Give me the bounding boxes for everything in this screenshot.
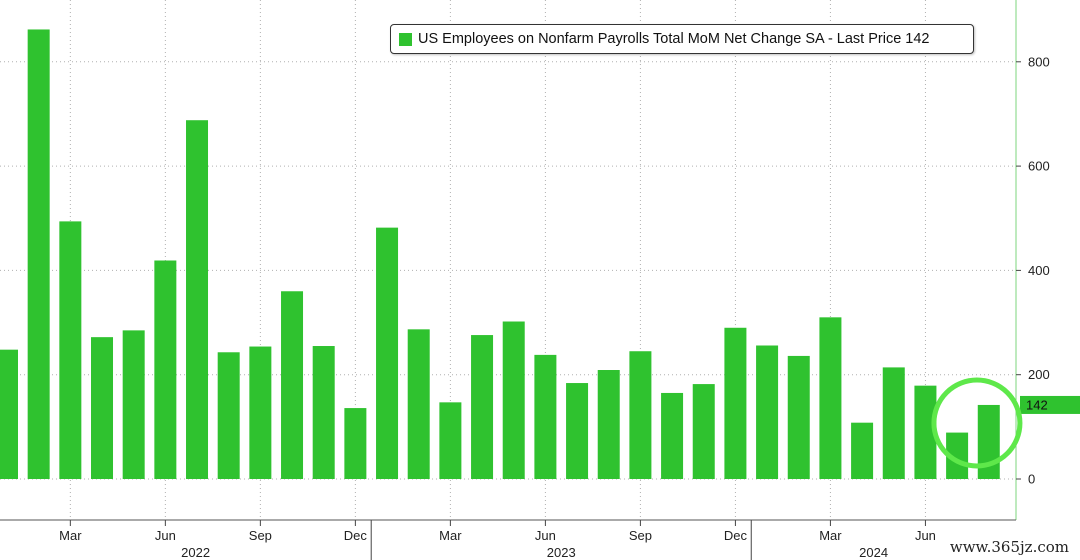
watermark: www.365jz.com — [946, 538, 1072, 556]
last-price-marker — [1020, 395, 1080, 414]
bar-2024-06 — [914, 385, 937, 479]
bar-2022-09 — [249, 346, 272, 479]
bar-2023-10 — [661, 392, 684, 479]
bar-2023-07 — [566, 383, 589, 479]
bar-2023-11 — [692, 384, 715, 479]
last-price-label: 142 — [1026, 397, 1048, 412]
bar-2023-12 — [724, 327, 747, 479]
bar-2023-01 — [376, 227, 399, 479]
bar-2022-12 — [344, 408, 367, 479]
x-tick-label: Dec — [344, 528, 368, 543]
bar-2022-11 — [312, 346, 335, 479]
legend-swatch — [399, 32, 412, 46]
y-tick-label: 600 — [1028, 159, 1050, 174]
x-tick-label: Sep — [249, 528, 272, 543]
highlight-circle — [931, 377, 1023, 469]
bar-2022-08 — [217, 352, 240, 479]
bar-2022-03 — [59, 221, 82, 479]
x-tick-label: Jun — [155, 528, 176, 543]
x-tick-label: Mar — [819, 528, 842, 543]
bar-2024-04 — [851, 422, 874, 479]
bar-2022-01 — [0, 349, 18, 479]
bar-2024-07 — [946, 432, 969, 479]
bar-2022-04 — [91, 337, 114, 479]
x-tick-label: Mar — [439, 528, 462, 543]
year-label: 2024 — [859, 545, 888, 560]
legend: US Employees on Nonfarm Payrolls Total M… — [390, 24, 974, 54]
y-tick-label: 400 — [1028, 263, 1050, 278]
bar-2023-05 — [502, 321, 525, 479]
x-tick-label: Dec — [724, 528, 748, 543]
x-tick-label: Jun — [915, 528, 936, 543]
year-label: 2022 — [181, 545, 210, 560]
bar-2023-04 — [471, 335, 494, 479]
bar-2023-06 — [534, 354, 557, 479]
bar-2024-05 — [882, 367, 905, 479]
x-tick-label: Sep — [629, 528, 652, 543]
bar-2022-05 — [122, 330, 145, 479]
bar-2023-08 — [597, 370, 620, 479]
legend-label: US Employees on Nonfarm Payrolls Total M… — [418, 31, 930, 47]
x-tick-label: Mar — [59, 528, 82, 543]
bar-2024-03 — [819, 317, 842, 479]
bar-2024-02 — [787, 355, 810, 479]
x-tick-label: Jun — [535, 528, 556, 543]
bar-2023-02 — [407, 329, 430, 479]
y-tick-label: 0 — [1028, 472, 1035, 487]
bar-2022-10 — [281, 291, 304, 479]
y-tick-label: 800 — [1028, 54, 1050, 69]
bar-2022-06 — [154, 260, 177, 479]
year-label: 2023 — [547, 545, 576, 560]
bar-2022-07 — [186, 120, 209, 479]
bar-2022-02 — [27, 29, 50, 479]
bar-2024-01 — [756, 345, 779, 479]
bar-2023-03 — [439, 402, 462, 479]
y-tick-label: 200 — [1028, 367, 1050, 382]
bar-2023-09 — [629, 351, 652, 479]
